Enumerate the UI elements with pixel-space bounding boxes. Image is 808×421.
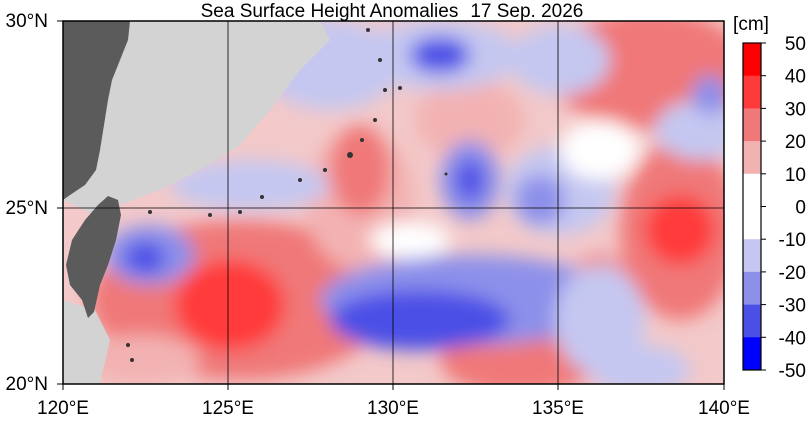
colorbar: [cm] 50 40 30 20 10 0 -10 -20 -30 -40 -50 <box>733 14 806 382</box>
colorbar-tick-label: 30 <box>785 99 806 120</box>
taiwan-land <box>66 196 121 318</box>
colorbar-segment <box>743 108 761 142</box>
colorbar-ticks: 50 40 30 20 10 0 -10 -20 -30 -40 -50 <box>761 34 806 382</box>
colorbar-segment <box>743 141 761 175</box>
colorbar-segment <box>743 239 761 273</box>
colorbar-tick-label: 0 <box>795 198 806 219</box>
lon-label-120: 120°E <box>37 398 89 419</box>
colorbar-unit: [cm] <box>733 14 769 35</box>
colorbar-tick-label: -50 <box>779 361 806 382</box>
colorbar-tick-label: -10 <box>779 230 806 251</box>
colorbar-segments <box>743 43 761 371</box>
anomaly-field <box>80 21 724 384</box>
colorbar-segment <box>743 173 761 207</box>
lat-label-20: 20°N <box>6 374 48 395</box>
colorbar-segment <box>743 337 761 371</box>
lat-axis: 30°N 25°N 20°N <box>6 11 63 395</box>
island-chain <box>126 28 448 362</box>
colorbar-tick-label: 10 <box>785 165 806 186</box>
colorbar-segment <box>743 75 761 109</box>
colorbar-tick-label: -20 <box>779 263 806 284</box>
lon-axis: 120°E 125°E 130°E 135°E 140°E <box>37 384 750 419</box>
map-panel <box>63 21 724 384</box>
colorbar-tick-label: 20 <box>785 132 806 153</box>
map-title: Sea Surface Height Anomalies 17 Sep. 2026 <box>201 1 584 22</box>
colorbar-segment <box>743 206 761 240</box>
colorbar-tick-label: -30 <box>779 296 806 317</box>
colorbar-segment <box>743 304 761 338</box>
colorbar-segment <box>743 43 761 77</box>
colorbar-tick-label: -40 <box>779 328 806 349</box>
lon-label-135: 135°E <box>532 398 584 419</box>
lon-label-140: 140°E <box>698 398 750 419</box>
colorbar-segment <box>743 271 761 306</box>
nodata-shelf <box>63 21 330 215</box>
mainland-land <box>63 21 130 200</box>
lon-label-130: 130°E <box>367 398 419 419</box>
colorbar-tick-label: 40 <box>785 67 806 88</box>
colorbar-tick-label: 50 <box>785 34 806 55</box>
lon-label-125: 125°E <box>202 398 254 419</box>
lat-label-30: 30°N <box>6 11 48 32</box>
graticule <box>63 21 724 384</box>
lat-label-25: 25°N <box>6 198 48 219</box>
